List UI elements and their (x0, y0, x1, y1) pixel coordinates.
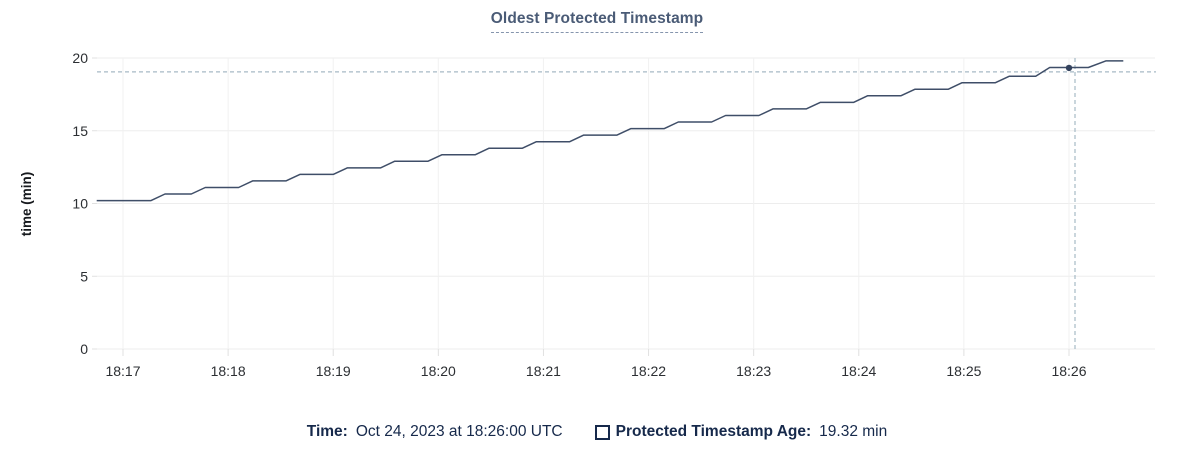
highlight-data-point[interactable] (1065, 64, 1073, 72)
y-tick-label: 5 (80, 268, 88, 284)
x-tick-label: 18:23 (736, 363, 771, 379)
x-tick-label: 18:19 (316, 363, 351, 379)
legend-item-protected-timestamp-age[interactable]: Protected Timestamp Age: 19.32 min (594, 423, 888, 441)
chart-header: Oldest Protected Timestamp (0, 10, 1194, 33)
y-tick-label: 0 (80, 341, 88, 357)
y-tick-label: 15 (72, 123, 88, 139)
x-tick-label: 18:24 (841, 363, 876, 379)
grid-layer (92, 57, 1155, 356)
tooltip-time-label: Time: (306, 423, 348, 440)
legend-series-value: 19.32 min (819, 423, 888, 440)
x-tick-label: 18:25 (946, 363, 981, 379)
chart-tooltip-legend: Time: Oct 24, 2023 at 18:26:00 UTC Prote… (0, 423, 1194, 441)
axis-labels-layer: 0 5 10 15 20 18:17 18:18 18:19 18:20 18:21 18:22 18… (72, 50, 1086, 379)
x-tick-label: 18:22 (631, 363, 666, 379)
x-tick-label: 18:20 (421, 363, 456, 379)
y-tick-label: 20 (72, 50, 88, 66)
x-tick-label: 18:17 (105, 363, 140, 379)
chart-title[interactable]: Oldest Protected Timestamp (490, 10, 704, 33)
tooltip-time-value: Oct 24, 2023 at 18:26:00 UTC (355, 423, 563, 440)
series-layer (96, 60, 1124, 202)
y-tick-label: 10 (72, 196, 88, 212)
legend-square-icon[interactable] (594, 424, 610, 440)
legend-series-label: Protected Timestamp Age: (615, 423, 812, 440)
y-axis-title: time (min) (19, 172, 34, 237)
tooltip-time-group: Time: Oct 24, 2023 at 18:26:00 UTC (307, 423, 563, 441)
x-tick-label: 18:26 (1051, 363, 1086, 379)
x-tick-label: 18:21 (526, 363, 561, 379)
crosshair-layer (97, 58, 1156, 349)
series-line-protected-timestamp-age (96, 60, 1124, 202)
x-tick-label: 18:18 (211, 363, 246, 379)
